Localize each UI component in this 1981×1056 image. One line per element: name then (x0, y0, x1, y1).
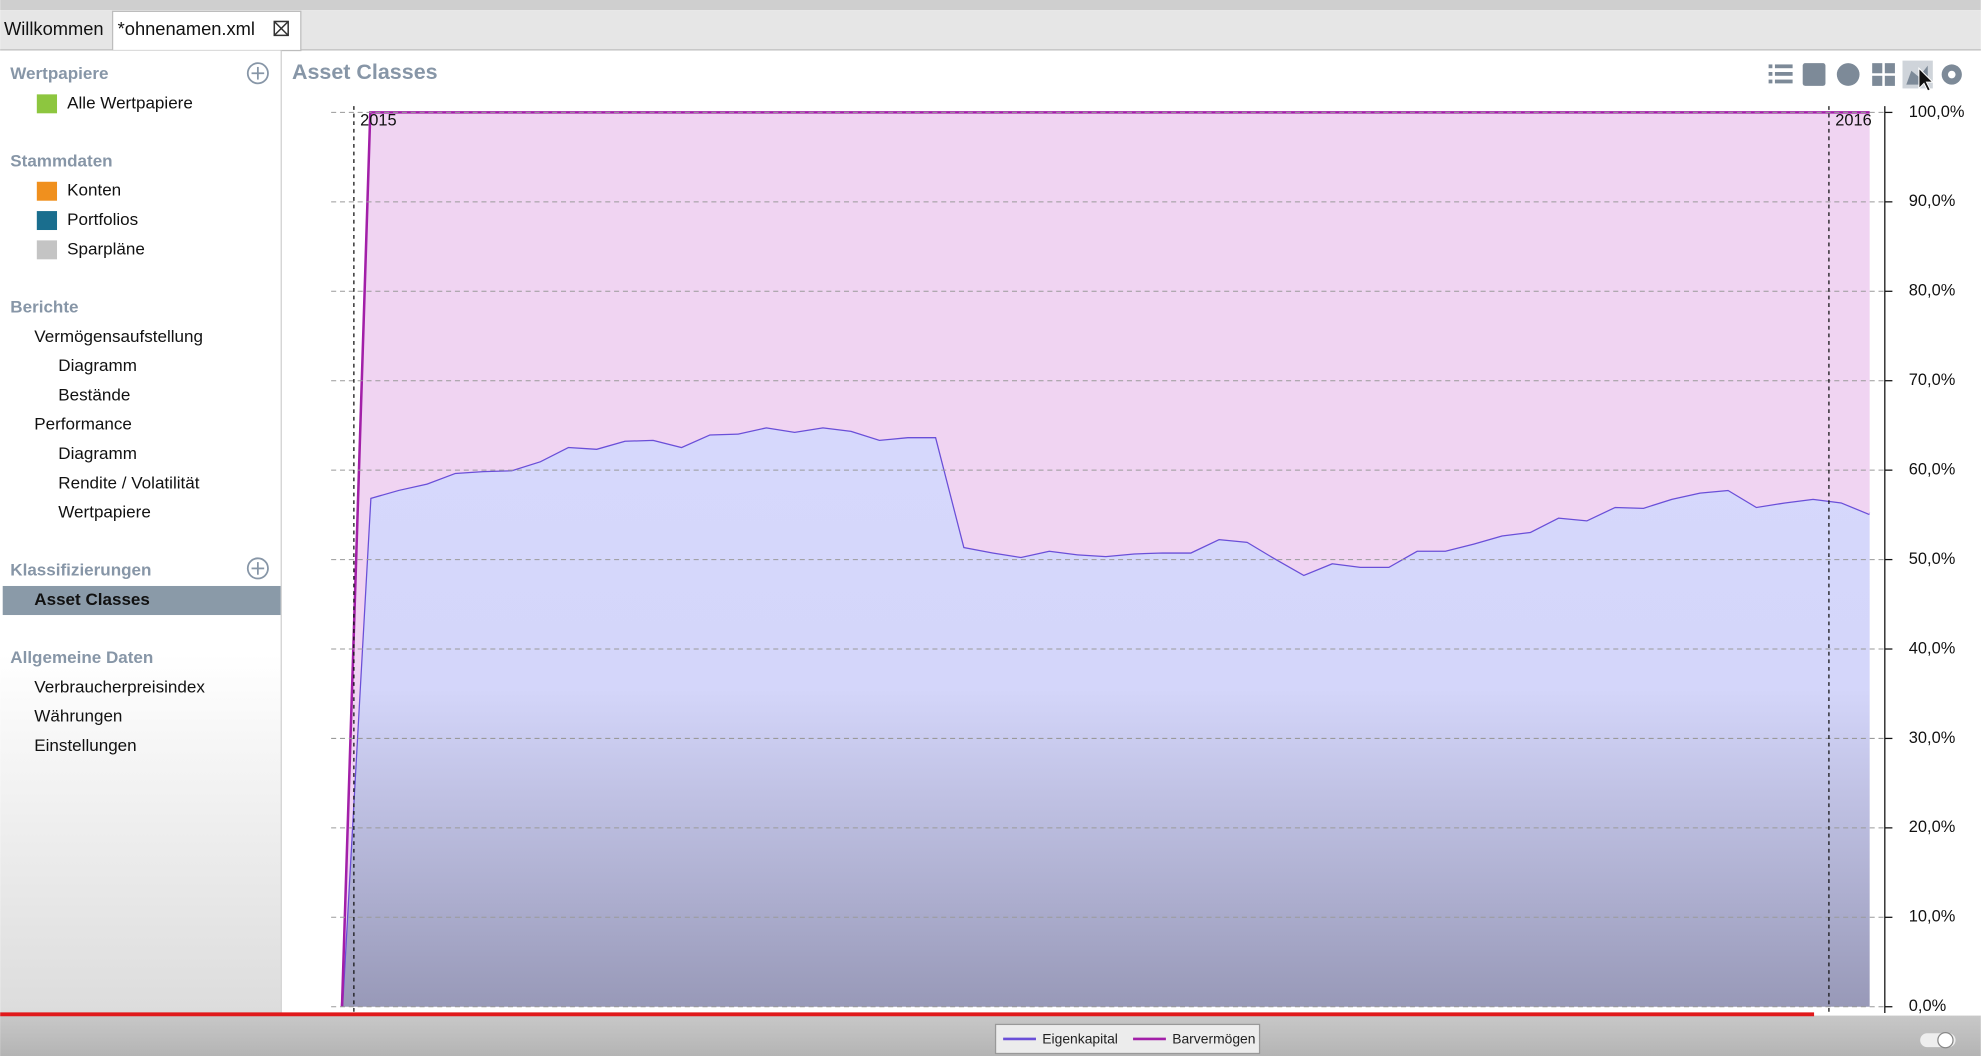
nav-item[interactable]: Einstellungen (34, 736, 136, 755)
item-icon (36, 181, 58, 201)
area (341, 427, 1870, 1007)
y-tick-label: 40,0% (1909, 639, 1956, 657)
view-title: Asset Classes (292, 60, 438, 84)
nav-subitem[interactable]: Diagramm (58, 356, 137, 375)
y-tick-label: 50,0% (1909, 550, 1956, 568)
tab-label[interactable]: Willkommen (4, 18, 104, 39)
y-tick-label: 60,0% (1909, 460, 1956, 478)
chart: 0,0% 10,0% 20,0% 30,0% 40,0% 50,0% 60,0% 70,0% 8… (331, 103, 1964, 1015)
nav-item[interactable]: Konten (67, 181, 121, 200)
nav-subitem[interactable]: Bestände (58, 385, 130, 404)
y-tick-label: 30,0% (1909, 729, 1956, 747)
sidebar (0, 50, 281, 1056)
add-button[interactable] (246, 557, 269, 580)
mouse-cursor (1918, 66, 1935, 92)
navigation: Wertpapiere Alle Wertpapiere Stammdaten Kon… (2, 64, 281, 755)
tab-close[interactable] (273, 20, 289, 37)
section-title: Stammdaten (10, 151, 112, 170)
y-tick-label: 20,0% (1909, 818, 1956, 836)
video-controls (0, 1015, 1981, 1056)
x-marker-label: 2015 (360, 112, 397, 130)
nav-subitem[interactable]: Rendite / Volatilität (58, 473, 199, 492)
y-tick-label: 80,0% (1909, 282, 1956, 300)
window-top (0, 0, 1981, 11)
nav-item[interactable]: Vermögensaufstellung (34, 327, 203, 346)
tab-label[interactable]: *ohnenamen.xml (118, 18, 255, 39)
section-title: Klassifizierungen (10, 561, 151, 580)
nav-subitem[interactable]: Wertpapiere (58, 503, 151, 522)
y-tick-label: 90,0% (1909, 192, 1956, 210)
x-marker-label: 2016 (1835, 112, 1872, 130)
nav-item[interactable]: Sparpläne (67, 239, 145, 258)
y-tick-label: 10,0% (1909, 908, 1956, 926)
item-icon (36, 94, 58, 114)
grid-button[interactable] (1872, 63, 1895, 86)
list-view-button[interactable] (1768, 64, 1793, 84)
settings-hole (1947, 70, 1956, 79)
tab-bar (0, 10, 1981, 51)
y-tick-label: 70,0% (1909, 371, 1956, 389)
y-tick-label: 100,0% (1909, 103, 1965, 121)
legend-label: Barvermögen (1172, 1030, 1255, 1046)
toolbar (1768, 60, 1962, 89)
nav-subitem[interactable]: Diagramm (58, 444, 137, 463)
section-title: Berichte (10, 297, 78, 316)
item-icon (36, 211, 58, 231)
add-button[interactable] (246, 62, 269, 85)
legend: Eigenkapital Barvermögen (994, 1023, 1261, 1055)
nav-item[interactable]: Währungen (34, 707, 122, 726)
y-tick-label: 0,0% (1909, 997, 1946, 1015)
active-tab[interactable] (111, 10, 302, 52)
nav-item[interactable]: Verbraucherpreisindex (34, 677, 205, 696)
section-title: Allgemeine Daten (10, 648, 153, 667)
legend-label: Eigenkapital (1042, 1030, 1118, 1046)
item-icon (36, 240, 58, 260)
legend-box (994, 1023, 1261, 1055)
pie-button[interactable] (1836, 63, 1860, 86)
nav-item[interactable]: Asset Classes (34, 590, 150, 609)
area (341, 112, 1870, 1007)
treemap-button[interactable] (1802, 63, 1826, 86)
nav-item[interactable]: Portfolios (67, 210, 138, 229)
selected-row (2, 585, 281, 616)
nav-item[interactable]: Performance (34, 415, 132, 434)
section-title: Wertpapiere (10, 64, 108, 83)
nav-item[interactable]: Alle Wertpapiere (67, 93, 193, 112)
play-toggle[interactable] (1920, 1032, 1956, 1049)
